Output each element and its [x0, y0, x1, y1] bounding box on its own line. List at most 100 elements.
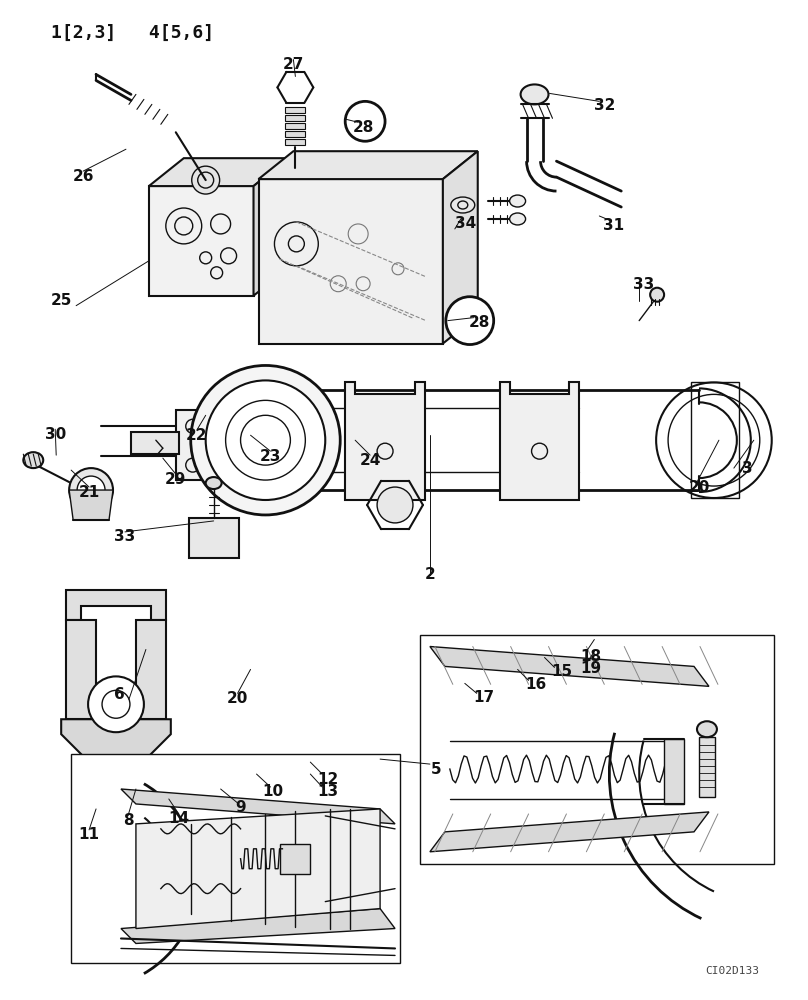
Text: 12: 12 — [318, 772, 339, 787]
Bar — [699, 737, 715, 797]
Ellipse shape — [23, 452, 44, 468]
Polygon shape — [66, 590, 166, 620]
Ellipse shape — [377, 443, 393, 459]
Text: 29: 29 — [165, 472, 187, 487]
Ellipse shape — [221, 248, 237, 264]
Polygon shape — [254, 158, 288, 296]
Text: 27: 27 — [283, 57, 304, 72]
Bar — [285, 107, 305, 113]
Ellipse shape — [532, 443, 548, 459]
Polygon shape — [499, 382, 579, 500]
Ellipse shape — [697, 721, 717, 737]
Ellipse shape — [88, 676, 144, 732]
Text: 8: 8 — [123, 813, 133, 828]
Ellipse shape — [650, 288, 664, 302]
Polygon shape — [259, 151, 478, 179]
Text: 11: 11 — [78, 827, 99, 842]
Text: 31: 31 — [603, 218, 624, 233]
Bar — [71, 754, 400, 963]
Ellipse shape — [225, 400, 305, 480]
Ellipse shape — [191, 166, 220, 194]
Polygon shape — [345, 382, 425, 500]
Text: 9: 9 — [235, 800, 246, 815]
Polygon shape — [149, 158, 288, 186]
Ellipse shape — [213, 419, 228, 433]
Ellipse shape — [175, 217, 193, 235]
Text: 13: 13 — [318, 784, 339, 799]
Text: CI02D133: CI02D133 — [705, 966, 759, 976]
Ellipse shape — [206, 477, 221, 489]
Text: 16: 16 — [525, 677, 546, 692]
Text: 17: 17 — [473, 690, 494, 705]
Ellipse shape — [166, 208, 202, 244]
Bar — [285, 131, 305, 137]
Bar — [420, 635, 774, 864]
Text: 28: 28 — [469, 315, 490, 330]
Ellipse shape — [275, 222, 318, 266]
Polygon shape — [121, 789, 395, 824]
Text: 30: 30 — [44, 427, 65, 442]
Text: 10: 10 — [262, 784, 283, 799]
Text: 33: 33 — [633, 277, 654, 292]
Text: 33: 33 — [115, 529, 136, 544]
Ellipse shape — [200, 252, 212, 264]
Ellipse shape — [211, 267, 223, 279]
Ellipse shape — [206, 380, 326, 500]
Ellipse shape — [446, 297, 494, 345]
Bar — [664, 739, 684, 804]
Ellipse shape — [186, 458, 200, 472]
Text: 24: 24 — [360, 453, 381, 468]
Text: 22: 22 — [186, 428, 208, 443]
Bar — [189, 518, 238, 558]
Bar — [131, 432, 179, 454]
Polygon shape — [443, 151, 478, 344]
Polygon shape — [69, 490, 113, 520]
Text: 20: 20 — [688, 480, 709, 495]
Ellipse shape — [288, 236, 305, 252]
Polygon shape — [136, 809, 380, 929]
Text: 26: 26 — [73, 169, 94, 184]
Ellipse shape — [213, 458, 228, 472]
Ellipse shape — [230, 410, 290, 470]
Bar — [266, 385, 277, 495]
Ellipse shape — [377, 487, 413, 523]
Text: 15: 15 — [551, 664, 572, 679]
Text: 32: 32 — [594, 98, 615, 113]
Polygon shape — [149, 186, 254, 296]
Polygon shape — [236, 378, 277, 502]
Polygon shape — [66, 620, 96, 719]
Text: 20: 20 — [227, 691, 248, 706]
Text: 19: 19 — [581, 661, 602, 676]
Polygon shape — [430, 812, 709, 852]
Ellipse shape — [186, 419, 200, 433]
Ellipse shape — [510, 195, 525, 207]
Text: 34: 34 — [455, 216, 477, 231]
Bar — [285, 123, 305, 129]
Polygon shape — [136, 620, 166, 719]
Text: 2: 2 — [424, 567, 436, 582]
Ellipse shape — [198, 172, 213, 188]
Text: 6: 6 — [114, 687, 124, 702]
Polygon shape — [121, 909, 395, 943]
Ellipse shape — [69, 468, 113, 512]
Bar — [285, 115, 305, 121]
Ellipse shape — [458, 201, 468, 209]
Polygon shape — [61, 719, 170, 764]
Ellipse shape — [211, 214, 230, 234]
Bar — [176, 410, 238, 480]
Bar — [280, 844, 310, 874]
Text: 1[2,3]   4[5,6]: 1[2,3] 4[5,6] — [51, 24, 214, 42]
Bar — [285, 139, 305, 145]
Text: 18: 18 — [581, 649, 602, 664]
Ellipse shape — [77, 476, 105, 504]
Text: 28: 28 — [352, 120, 374, 135]
Ellipse shape — [510, 213, 525, 225]
Ellipse shape — [345, 101, 385, 141]
Polygon shape — [430, 646, 709, 686]
Text: 21: 21 — [78, 485, 99, 500]
Ellipse shape — [451, 197, 475, 213]
Polygon shape — [259, 179, 443, 344]
Ellipse shape — [191, 365, 340, 515]
Text: 23: 23 — [260, 449, 281, 464]
Text: 3: 3 — [742, 461, 752, 476]
